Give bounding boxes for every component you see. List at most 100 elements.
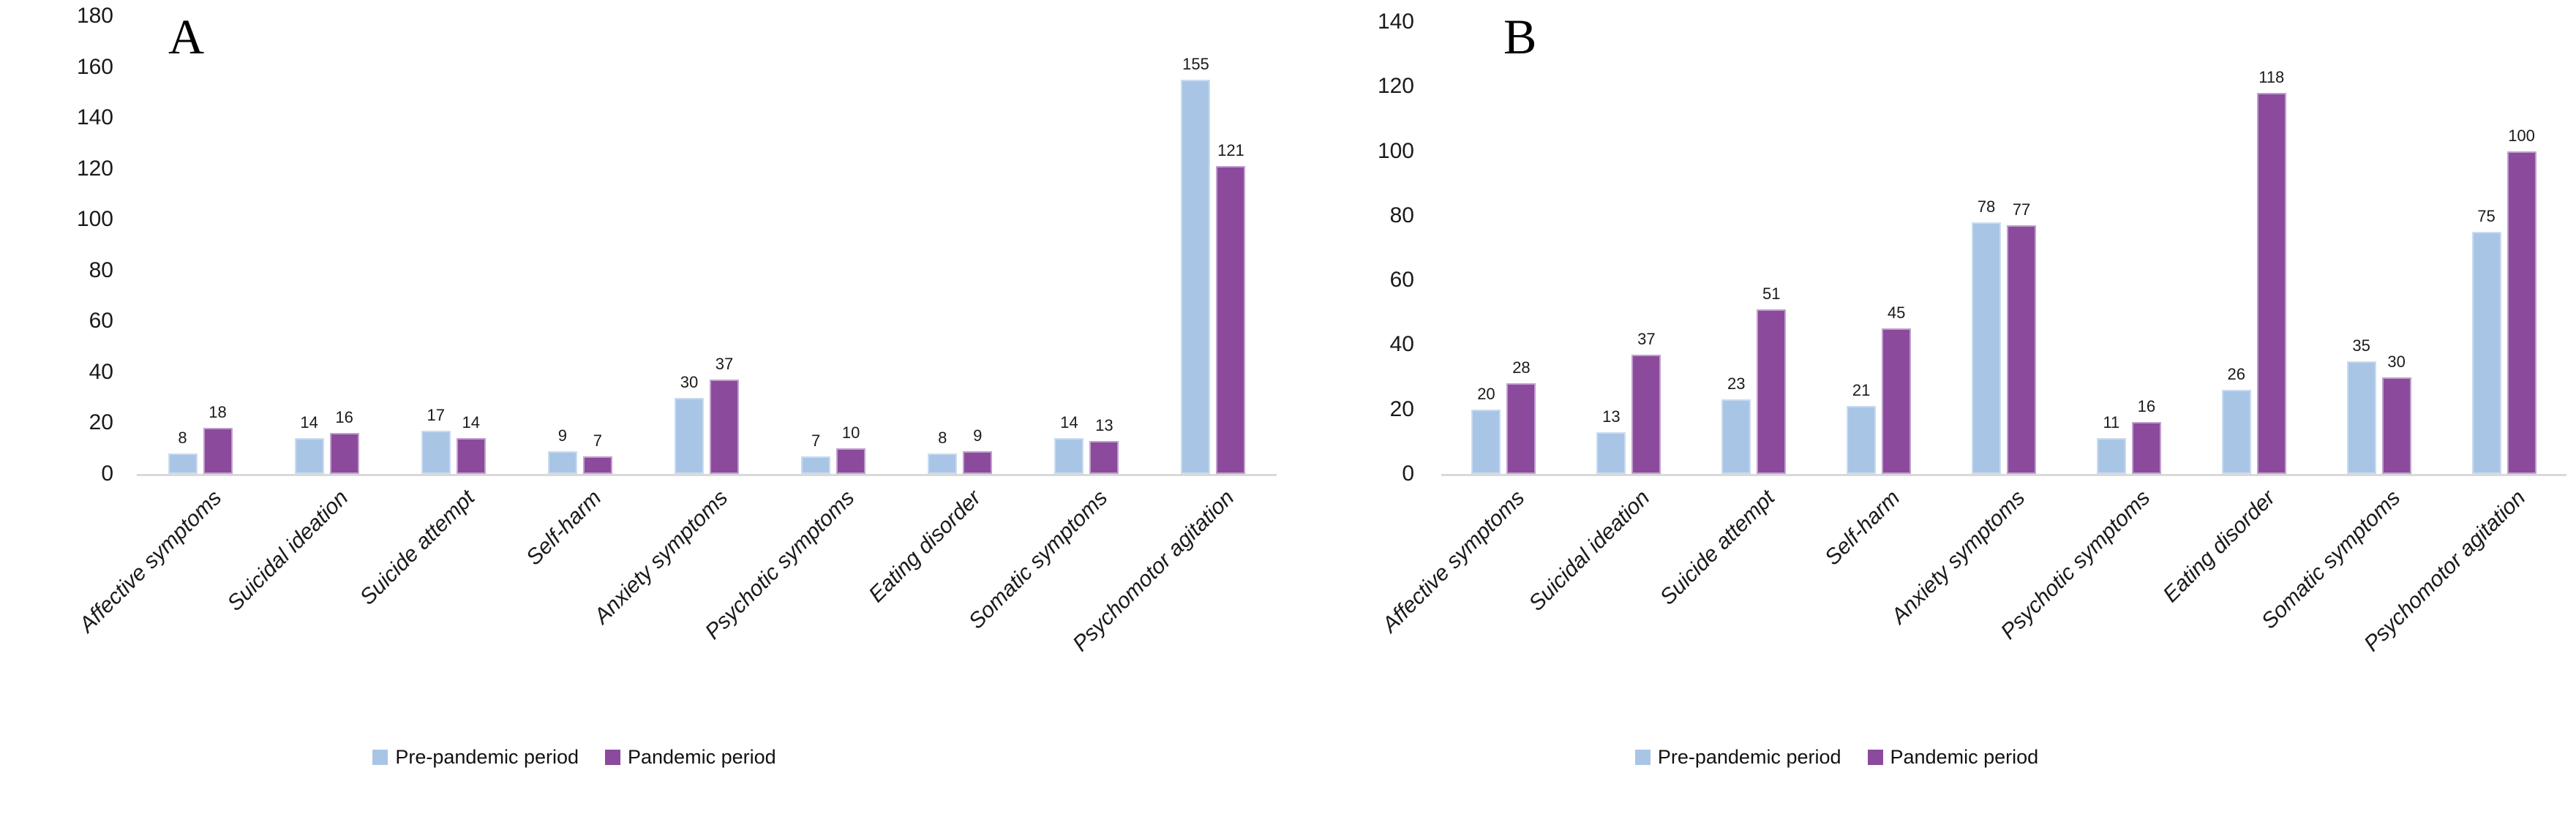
bar-pre-pandemic	[1181, 79, 1211, 474]
x-axis-label: Anxiety symptoms	[589, 486, 733, 629]
x-axis-label: Psychotic symptoms	[1996, 486, 2155, 644]
y-axis-tick: 140	[1377, 10, 1414, 34]
bar-value-label: 121	[1217, 141, 1244, 160]
legend-label-pre-pandemic: Pre-pandemic period	[1657, 746, 1841, 768]
bar-pandemic	[1757, 309, 1787, 474]
bar-value-label: 30	[2387, 352, 2406, 371]
bar-pre-pandemic	[1054, 438, 1084, 474]
bar-value-label: 75	[2477, 206, 2496, 225]
bar-pandemic	[329, 433, 359, 474]
pandemic-swatch	[605, 750, 620, 765]
legend-b: Pre-pandemic period Pandemic period	[1193, 747, 2481, 767]
bar-value-label: 100	[2508, 126, 2535, 145]
bar-pre-pandemic	[1847, 406, 1877, 474]
bar-value-label: 16	[2137, 397, 2156, 416]
plot-area-b: 20 28 13 37 23 51 21 45 78 77 11 16 26 118 35 30 75 100	[1288, 0, 2576, 814]
bar-pre-pandemic	[1596, 432, 1626, 474]
bar-pre-pandemic	[2346, 361, 2376, 474]
bar-value-label: 77	[2012, 200, 2031, 219]
bar-value-label: 14	[300, 413, 318, 432]
bar-pre-pandemic	[547, 451, 577, 474]
x-axis-label: Affective symptoms	[1378, 486, 1530, 638]
legend-label-pandemic: Pandemic period	[628, 746, 776, 768]
bar-value-label: 16	[335, 408, 353, 427]
bar-value-label: 8	[178, 429, 187, 448]
bar-value-label: 37	[715, 355, 734, 374]
pre-pandemic-swatch	[1634, 750, 1651, 765]
bar-pre-pandemic	[801, 456, 831, 474]
y-axis-tick: 40	[89, 359, 113, 384]
x-axis-label: Suicide attempt	[355, 486, 480, 610]
legend-item-pandemic: Pandemic period	[605, 747, 776, 767]
bar-value-label: 10	[841, 423, 860, 442]
chart-panel-a: A 0 20 40 60 80 100 120 140 160 180 8 18 14 16 17 14 9 7…	[0, 5, 1277, 767]
y-axis-tick: 80	[89, 257, 113, 282]
bar-value-label: 26	[2227, 365, 2245, 384]
bar-value-label: 14	[462, 413, 480, 432]
bar-value-label: 13	[1602, 407, 1621, 426]
bar-value-label: 35	[2352, 336, 2370, 355]
y-axis-tick: 100	[76, 207, 113, 232]
x-axis-label: Suicidal ideation	[222, 486, 353, 616]
bar-pre-pandemic	[2096, 438, 2126, 474]
bar-pandemic	[1216, 166, 1246, 474]
bar-value-label: 23	[1727, 374, 1746, 393]
bar-pre-pandemic	[294, 438, 324, 474]
bar-value-label: 30	[680, 372, 699, 391]
y-axis-tick: 120	[1377, 74, 1414, 99]
y-axis-tick: 160	[76, 54, 113, 79]
bar-pre-pandemic	[2471, 231, 2501, 474]
bar-pre-pandemic	[1471, 409, 1501, 474]
x-axis-label: Anxiety symptoms	[1886, 486, 2030, 629]
bar-pandemic	[963, 451, 993, 474]
legend-item-pandemic: Pandemic period	[1867, 747, 2038, 767]
bar-value-label: 17	[427, 405, 445, 424]
bar-pandemic	[710, 380, 739, 474]
y-axis-tick: 60	[89, 309, 113, 333]
x-axis-labels-a: Affective symptoms Suicidal ideation Suici…	[75, 486, 1239, 656]
bar-value-label: 155	[1182, 54, 1209, 73]
y-axis-tick: 100	[1377, 138, 1414, 163]
bar-value-label: 13	[1095, 415, 1114, 434]
y-axis-tick: 140	[76, 105, 113, 130]
chart-panel-b: B 0 20 40 60 80 100 120 140 20 28 13 37 23 51 21 45 78 7…	[1288, 0, 2576, 814]
bar-pandemic	[1882, 328, 1912, 474]
bar-value-label: 45	[1887, 304, 1906, 323]
legend-item-pre-pandemic: Pre-pandemic period	[1634, 746, 1841, 768]
bar-value-label: 51	[1762, 284, 1781, 303]
bar-value-label: 21	[1852, 381, 1871, 400]
bar-pre-pandemic	[168, 453, 198, 474]
y-axis-tick: 60	[1389, 268, 1414, 293]
y-axis-tick: 20	[1389, 396, 1414, 421]
bar-value-label: 28	[1512, 358, 1531, 377]
legend-item-pre-pandemic: Pre-pandemic period	[372, 747, 579, 767]
legend-a: Pre-pandemic period Pandemic period	[0, 747, 1218, 767]
bar-pandemic	[2007, 225, 2036, 474]
bar-pandemic	[2131, 422, 2161, 474]
x-axis-label: Somatic symptoms	[964, 486, 1113, 634]
bar-pandemic	[582, 456, 612, 474]
bar-value-label: 20	[1477, 384, 1495, 403]
y-axis-tick: 120	[76, 156, 113, 181]
bar-value-label: 9	[557, 426, 567, 445]
pre-pandemic-swatch	[372, 750, 388, 765]
x-axis-label: Suicidal ideation	[1524, 486, 1655, 616]
x-axis-label: Psychomotor agitation	[2359, 486, 2530, 657]
bar-pre-pandemic	[421, 430, 451, 474]
bar-value-label: 7	[811, 431, 821, 450]
x-axis-label: Somatic symptoms	[2256, 486, 2405, 634]
bar-pandemic	[2506, 151, 2536, 474]
bar-value-label: 18	[209, 403, 227, 422]
bar-pandemic	[456, 438, 486, 474]
bar-pandemic	[203, 428, 233, 474]
y-axis-tick: 20	[89, 410, 113, 435]
x-axis-labels-b: Affective symptoms Suicidal ideation Suici…	[1288, 0, 2576, 814]
x-axis-label: Self-harm	[1820, 486, 1905, 570]
y-axis-tick: 40	[1389, 332, 1414, 357]
x-axis-label: Eating disorder	[2158, 486, 2280, 608]
y-axis-a: 0 20 40 60 80 100 120 140 160 180	[76, 5, 113, 485]
bar-value-label: 11	[2103, 413, 2120, 432]
bar-pre-pandemic	[675, 397, 704, 474]
x-axis-label: Psychotic symptoms	[700, 486, 860, 644]
